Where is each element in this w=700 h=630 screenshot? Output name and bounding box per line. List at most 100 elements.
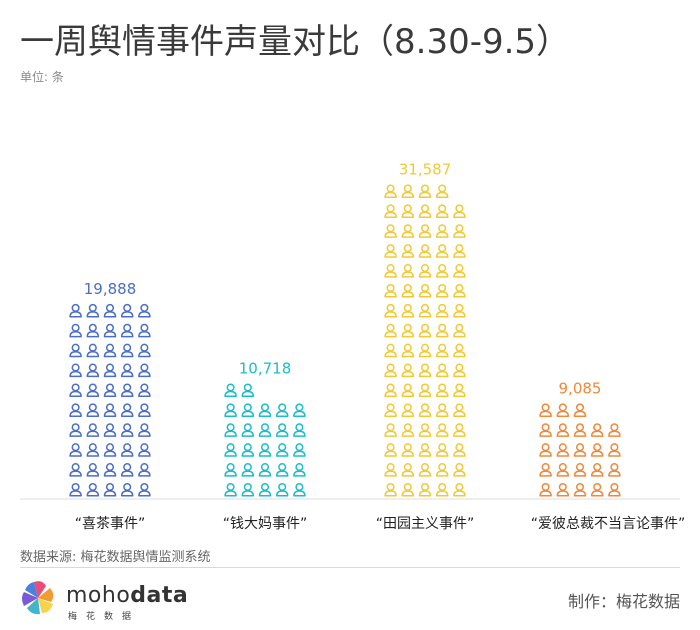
person-icon [435,463,449,477]
person-icon [453,323,466,338]
person-icon [401,423,415,437]
person-icon [401,463,415,477]
person-icon [275,423,289,437]
person-icon [418,383,432,398]
person-icon [453,363,466,378]
person-icon [435,363,449,378]
person-icon [453,224,466,238]
person-icon [401,403,415,417]
person-icon [275,403,289,417]
person-icon [418,403,432,417]
person-icon [86,383,100,398]
person-icon [103,363,117,378]
person-icon [120,423,134,437]
person-icon [384,303,397,318]
person-icon [435,323,449,338]
person-icon [401,224,415,238]
person-icon [241,403,255,417]
person-icon [590,463,604,477]
person-icon [103,403,117,417]
person-icon [241,423,255,437]
person-icon [453,303,466,318]
person-icon [453,403,466,417]
person-icon [120,463,134,477]
person-icon [224,443,237,457]
person-icon [608,463,621,477]
person-icon [453,244,466,258]
person-icon [103,323,117,338]
person-icon [573,423,587,437]
person-icon [138,443,151,457]
person-icon [418,283,432,298]
person-icon [573,482,587,497]
person-icon [258,443,272,457]
person-icon [539,482,552,497]
person-icon [418,482,432,497]
person-icon [120,363,134,378]
person-icon [590,443,604,457]
category-label: “田园主义事件” [376,516,475,532]
person-icon [418,323,432,338]
person-icon [453,283,466,298]
person-icon [293,482,306,497]
person-icon [401,184,415,199]
person-icon [69,383,82,398]
person-icon [418,303,432,318]
person-icon [418,184,432,199]
person-icon [258,403,272,417]
person-icon [435,283,449,298]
person-icon [275,482,289,497]
person-icon [435,264,449,278]
person-icon [275,443,289,457]
person-icon [401,303,415,318]
person-icon [258,463,272,477]
person-icon [241,463,255,477]
person-icon [103,443,117,457]
person-icon [401,363,415,378]
person-icon [384,283,397,298]
person-icon [138,482,151,497]
person-icon [275,463,289,477]
person-icon [539,423,552,437]
bar-group [69,303,151,497]
person-icon [86,323,100,338]
person-icon [69,403,82,417]
brand-name: mohodata [66,583,189,608]
person-icon [418,224,432,238]
person-icon [418,264,432,278]
person-icon [418,343,432,358]
person-icon [86,303,100,318]
person-icon [418,443,432,457]
person-icon [224,482,237,497]
person-icon [453,204,466,218]
person-icon [539,463,552,477]
person-icon [453,343,466,358]
person-icon [384,224,397,238]
maker-credit: 制作：梅花数据 [567,592,680,611]
person-icon [418,244,432,258]
person-icon [138,343,151,358]
person-icon [401,482,415,497]
person-icon [224,383,237,398]
person-icon [120,323,134,338]
bar-group [539,403,621,497]
person-icon [384,204,397,218]
person-icon [86,482,100,497]
data-source: 数据来源: 梅花数据舆情监测系统 [20,550,211,565]
person-icon [384,383,397,398]
person-icon [401,264,415,278]
person-icon [590,423,604,437]
person-icon [69,343,82,358]
person-icon [241,443,255,457]
person-icon [401,204,415,218]
person-icon [556,403,570,417]
value-label: 9,085 [559,379,602,397]
person-icon [384,482,397,497]
value-label: 19,888 [84,280,137,298]
person-icon [401,323,415,338]
person-icon [138,383,151,398]
person-icon [224,423,237,437]
person-icon [556,423,570,437]
person-icon [453,423,466,437]
person-icon [293,443,306,457]
